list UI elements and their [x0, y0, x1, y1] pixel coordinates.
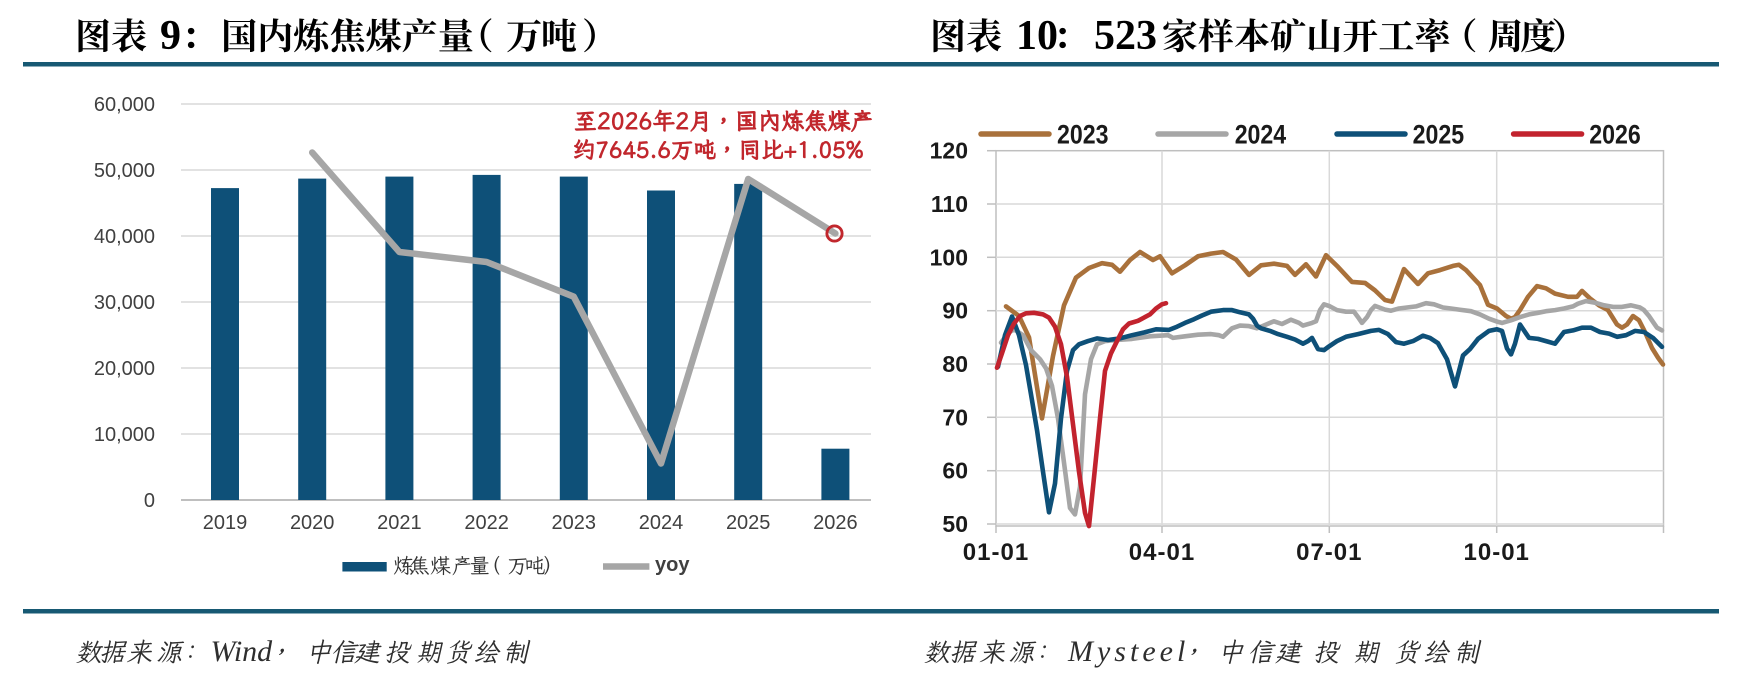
svg-text:2025: 2025	[1413, 120, 1465, 150]
svg-text:120: 120	[930, 138, 968, 164]
svg-text:yoy: yoy	[655, 554, 690, 576]
svg-text:20,000: 20,000	[94, 358, 155, 380]
svg-text:2020: 2020	[290, 512, 335, 534]
svg-text:01-01: 01-01	[963, 539, 1029, 566]
svg-text:100: 100	[930, 244, 968, 270]
svg-text:2026: 2026	[813, 512, 858, 534]
svg-text:04-01: 04-01	[1129, 539, 1195, 566]
svg-text:70: 70	[942, 404, 968, 430]
svg-text:07-01: 07-01	[1296, 539, 1362, 566]
svg-text:80: 80	[942, 351, 968, 377]
svg-text:2023: 2023	[552, 512, 597, 534]
svg-text:2022: 2022	[464, 512, 509, 534]
svg-text:2024: 2024	[1235, 120, 1287, 150]
svg-text:60: 60	[942, 458, 968, 484]
svg-text:110: 110	[931, 191, 968, 217]
svg-text:60,000: 60,000	[94, 94, 155, 116]
svg-text:50: 50	[942, 511, 968, 537]
svg-text:40,000: 40,000	[94, 226, 155, 248]
svg-text:Wind: Wind	[211, 635, 274, 668]
svg-text:0: 0	[144, 490, 155, 512]
svg-text:2025: 2025	[726, 512, 771, 534]
svg-text:2021: 2021	[377, 512, 422, 534]
svg-text:30,000: 30,000	[94, 292, 155, 314]
svg-text:2024: 2024	[639, 512, 684, 534]
svg-text:10: 10	[1016, 13, 1058, 59]
svg-text:10-01: 10-01	[1464, 539, 1530, 566]
svg-text:10,000: 10,000	[94, 424, 155, 446]
svg-text:Mysteel: Mysteel	[1067, 635, 1189, 668]
svg-text:2023: 2023	[1057, 120, 1109, 150]
svg-text:2019: 2019	[203, 512, 248, 534]
svg-text:90: 90	[942, 298, 968, 324]
svg-text:523: 523	[1094, 13, 1157, 59]
svg-text:9: 9	[160, 13, 181, 59]
svg-text:50,000: 50,000	[94, 160, 155, 182]
svg-text:2026: 2026	[1589, 120, 1641, 150]
